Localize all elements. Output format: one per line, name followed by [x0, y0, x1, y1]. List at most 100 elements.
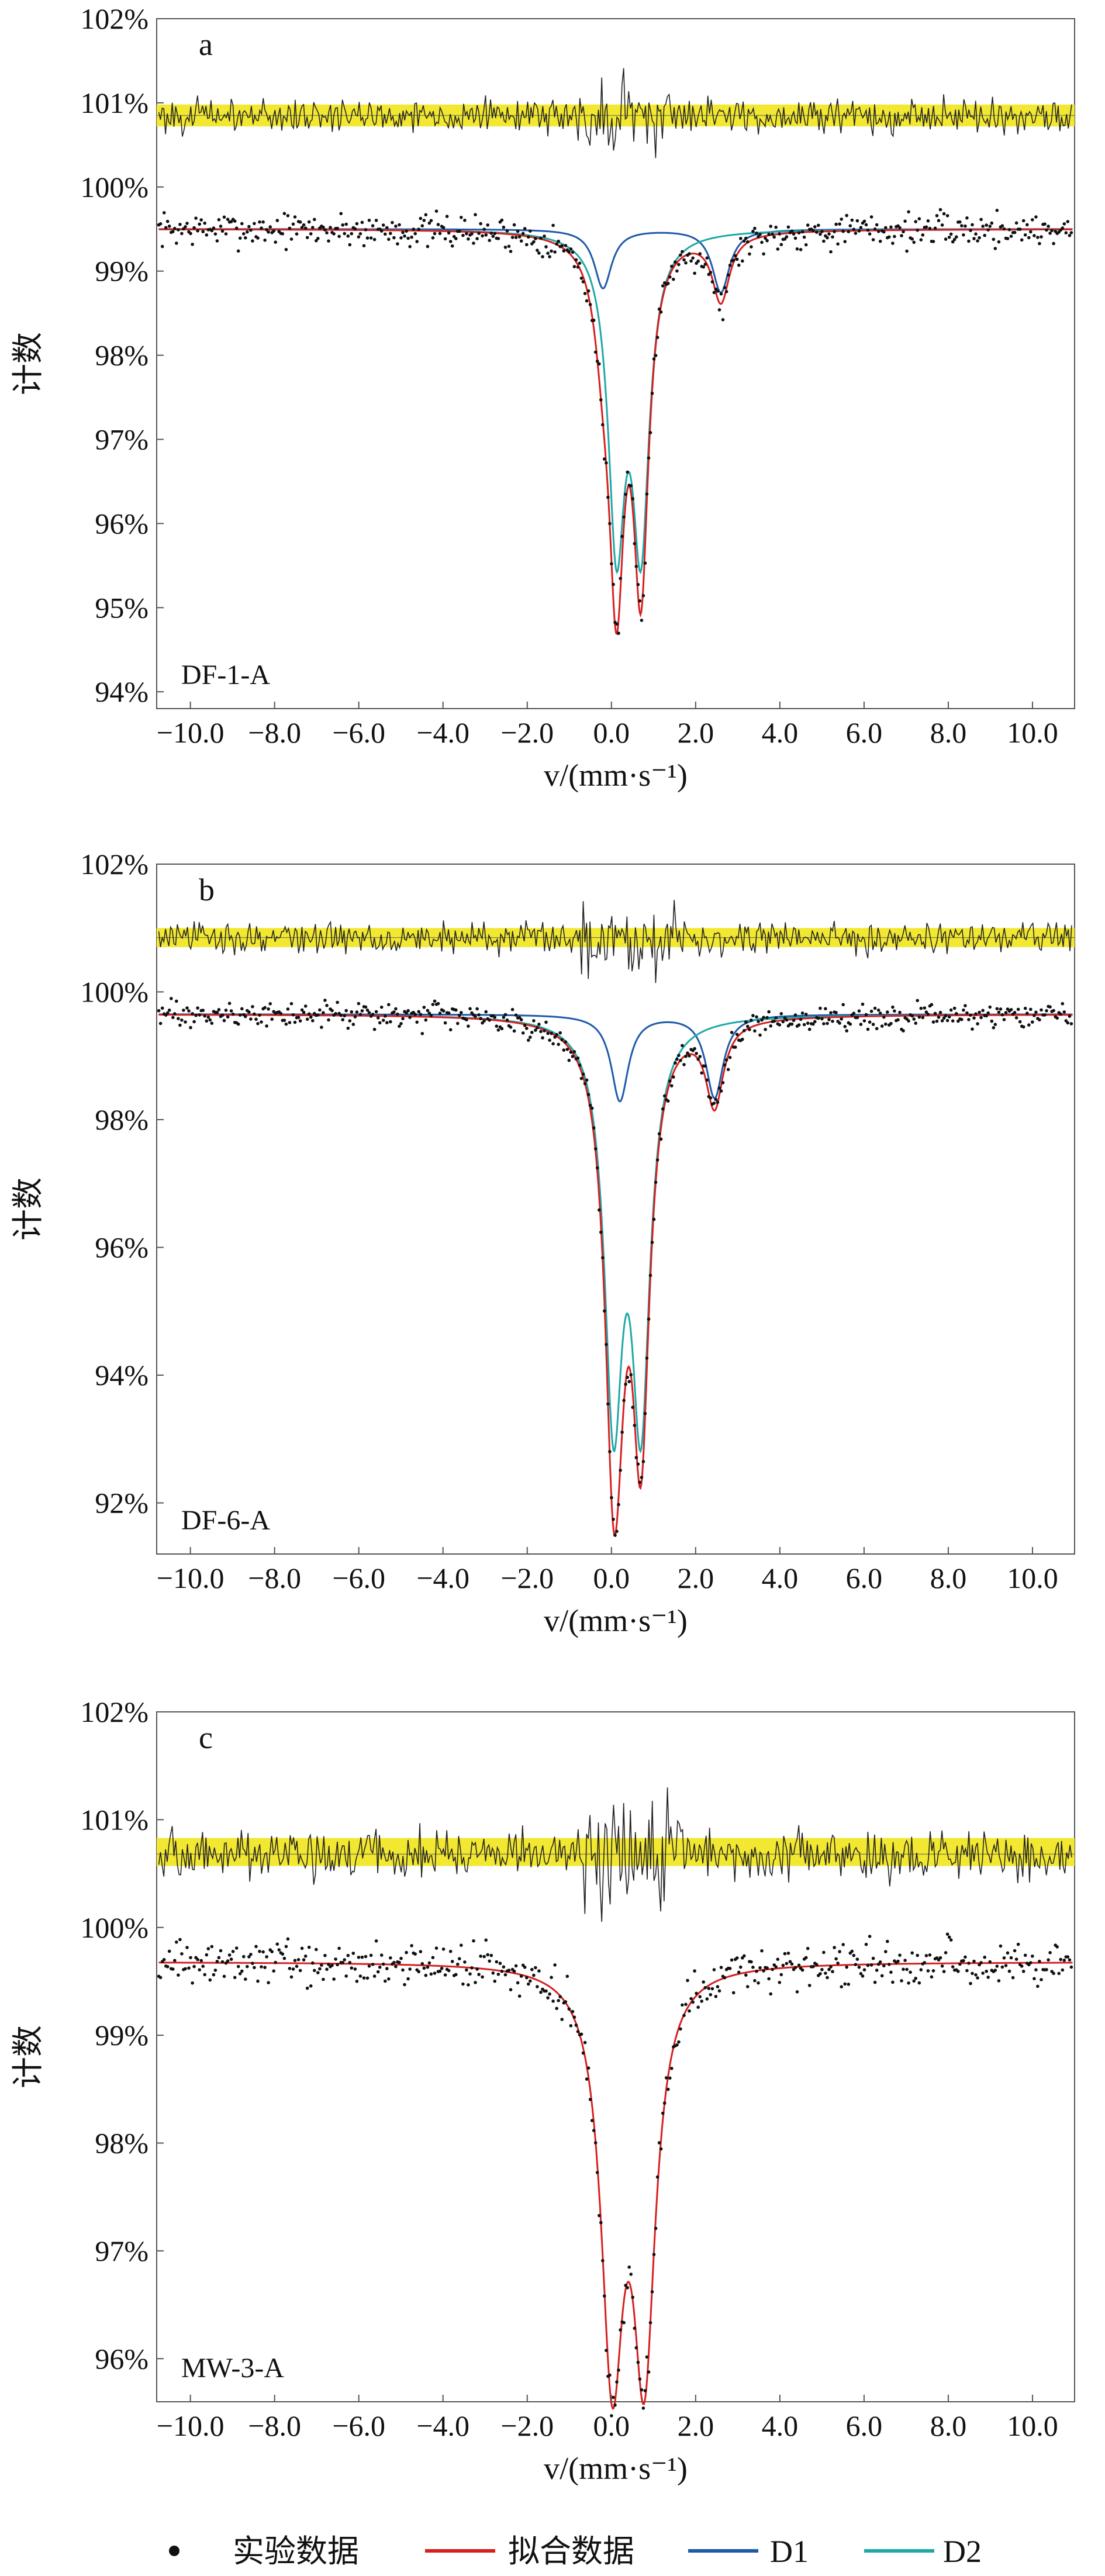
- data-point: [222, 1974, 226, 1978]
- data-point: [824, 1007, 827, 1011]
- data-point: [634, 1456, 638, 1459]
- legend-label-experimental: 实验数据: [233, 2533, 359, 2570]
- data-point: [334, 1957, 337, 1961]
- data-point: [979, 217, 983, 222]
- data-point: [165, 1965, 170, 1969]
- data-point: [267, 1981, 270, 1984]
- data-point: [592, 2129, 596, 2132]
- data-point: [318, 1008, 322, 1012]
- data-point: [187, 1966, 191, 1970]
- data-point: [762, 1016, 765, 1019]
- data-point: [493, 232, 497, 236]
- data-point: [652, 2253, 656, 2256]
- data-point: [838, 222, 841, 226]
- data-point: [923, 1006, 927, 1010]
- data-point: [624, 492, 627, 496]
- data-point: [831, 235, 834, 239]
- data-point: [541, 255, 544, 258]
- data-point: [598, 2214, 601, 2218]
- data-point: [910, 1014, 914, 1018]
- data-point: [222, 1018, 226, 1023]
- data-point: [171, 1967, 175, 1971]
- data-point: [261, 220, 265, 224]
- data-point: [947, 1015, 951, 1018]
- data-point: [962, 1959, 965, 1963]
- data-point: [1052, 241, 1055, 246]
- data-point: [868, 1020, 872, 1024]
- data-point: [263, 1006, 267, 1010]
- data-point: [585, 299, 589, 303]
- data-point: [802, 1023, 806, 1027]
- data-point: [944, 237, 948, 241]
- data-point: [534, 1966, 537, 1970]
- data-point: [751, 1966, 755, 1969]
- data-point: [705, 1997, 709, 2001]
- data-point: [529, 1035, 532, 1039]
- data-point: [192, 1020, 196, 1024]
- data-point: [1055, 1016, 1059, 1020]
- data-point: [576, 2030, 580, 2033]
- data-point: [420, 1962, 424, 1966]
- data-point: [330, 1963, 334, 1967]
- data-point: [769, 225, 772, 228]
- data-point: [951, 240, 955, 244]
- data-point: [744, 1973, 748, 1977]
- data-point: [758, 1033, 762, 1037]
- data-point: [509, 250, 513, 253]
- data-point: [298, 1969, 302, 1973]
- data-point: [517, 235, 522, 239]
- data-point: [588, 1103, 592, 1107]
- data-point: [1025, 1011, 1029, 1015]
- data-point: [1048, 1951, 1052, 1955]
- data-point: [406, 236, 410, 240]
- data-point: [983, 1955, 986, 1959]
- chart-panel-c: 96% 97% 98% 99% 100% 101% 102% −10.0 −8.0 −6.0 −4.…: [9, 1696, 1075, 2486]
- data-point: [281, 232, 285, 236]
- data-point: [859, 1971, 863, 1976]
- data-point: [717, 308, 721, 312]
- data-point: [993, 1969, 997, 1972]
- data-point: [289, 1002, 293, 1006]
- residual-trace: [158, 1787, 1072, 1922]
- data-point: [688, 252, 691, 255]
- data-point: [343, 1014, 346, 1018]
- data-point: [403, 1983, 406, 1987]
- data-point: [703, 263, 707, 266]
- data-point: [529, 1979, 532, 1983]
- data-point: [603, 457, 606, 461]
- data-point: [203, 1014, 207, 1018]
- data-point: [952, 237, 956, 241]
- data-point: [633, 2326, 637, 2330]
- data-point: [960, 1018, 964, 1021]
- y-tick-label: 94%: [95, 675, 149, 708]
- data-point: [786, 225, 790, 229]
- data-point: [240, 1969, 244, 1973]
- data-point: [215, 239, 219, 243]
- data-point: [705, 256, 709, 260]
- data-point: [1004, 1964, 1008, 1967]
- data-point: [167, 1009, 171, 1012]
- data-point: [534, 1028, 537, 1032]
- data-point: [868, 232, 872, 236]
- data-point: [947, 236, 951, 239]
- data-point: [643, 2389, 647, 2392]
- data-point: [864, 1013, 868, 1017]
- data-point: [325, 1967, 329, 1971]
- data-point: [300, 1946, 304, 1950]
- data-point: [675, 2043, 679, 2047]
- data-point: [229, 1957, 233, 1961]
- plot-frame: [156, 1711, 1075, 2402]
- data-point: [265, 228, 268, 232]
- data-point: [274, 1960, 278, 1964]
- data-point: [272, 229, 276, 233]
- data-point: [638, 599, 642, 603]
- data-point: [917, 217, 921, 221]
- data-point: [500, 1027, 504, 1031]
- data-point: [443, 1021, 447, 1025]
- data-point: [926, 219, 930, 223]
- data-point: [194, 216, 198, 220]
- data-point: [907, 210, 910, 214]
- data-point: [969, 229, 972, 233]
- residual-trace: [158, 68, 1072, 158]
- data-point: [581, 280, 585, 284]
